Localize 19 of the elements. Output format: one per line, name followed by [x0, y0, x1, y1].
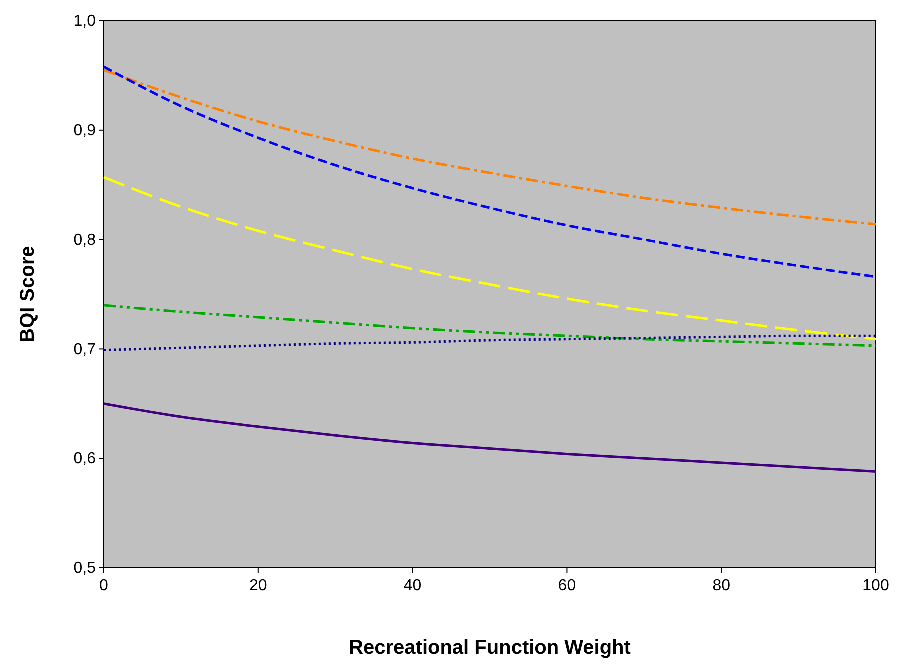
x-tick-label: 40 [404, 577, 422, 594]
line-series [102, 334, 878, 352]
x-tick-label: 60 [558, 577, 576, 594]
line-series [102, 304, 878, 348]
y-axis-title: BQI Score [17, 246, 39, 343]
y-tick-label: 0,5 [74, 560, 96, 578]
y-tick-label: 0,7 [74, 341, 96, 358]
x-tick-label: 0 [100, 577, 109, 594]
x-tick-label: 20 [250, 577, 268, 594]
line-series [102, 176, 878, 341]
x-tick-label: 100 [862, 577, 890, 594]
y-tick-label: 0,8 [74, 232, 96, 249]
x-axis-title: Recreational Function Weight [349, 637, 632, 659]
x-tick-label: 80 [712, 577, 731, 594]
y-tick-label: 0,6 [74, 450, 96, 468]
y-tick-label: 1,0 [74, 13, 96, 30]
line-series [102, 402, 878, 473]
line-series [102, 68, 878, 226]
y-tick-label: 0,9 [74, 122, 96, 140]
